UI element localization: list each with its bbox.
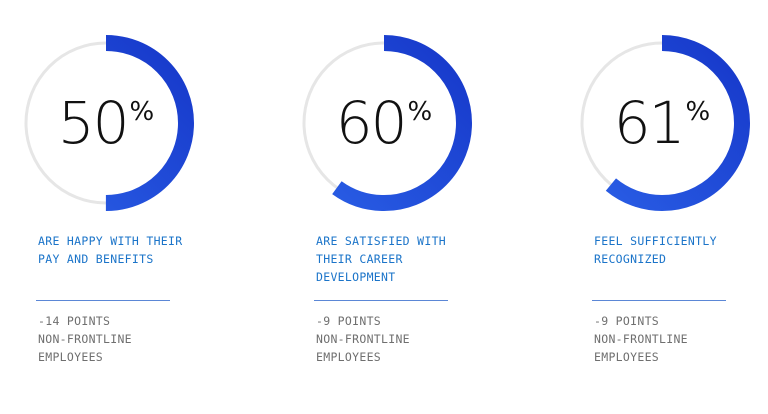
gauge-arc — [574, 35, 750, 211]
stat-comparison: NON-FRONTLINE EMPLOYEES — [316, 332, 410, 364]
stat-change: -14 POINTS — [38, 314, 111, 328]
stat-card-recognition: 61% FEEL SUFFICIENTLY RECOGNIZED -9 POIN… — [556, 0, 768, 414]
divider — [592, 300, 726, 301]
donut-gauge — [294, 33, 474, 213]
stat-description: ARE SATISFIED WITH THEIR CAREER DEVELOPM… — [316, 234, 447, 284]
gauge-arc — [296, 35, 472, 211]
stat-comparison: NON-FRONTLINE EMPLOYEES — [38, 332, 132, 364]
stat-card-career-development: 60% ARE SATISFIED WITH THEIR CAREER DEVE… — [278, 0, 534, 414]
stat-description: ARE HAPPY WITH THEIR PAY AND BENEFITS — [38, 234, 183, 266]
stat-footnote: -9 POINTS NON-FRONTLINE EMPLOYEES — [594, 312, 768, 366]
stat-description: FEEL SUFFICIENTLY RECOGNIZED — [594, 234, 717, 266]
stat-change: -9 POINTS — [594, 314, 660, 328]
stat-footnote: -14 POINTS NON-FRONTLINE EMPLOYEES — [38, 312, 238, 366]
stat-change: -9 POINTS — [316, 314, 382, 328]
donut-gauge — [572, 33, 752, 213]
stat-card-pay-benefits: 50% ARE HAPPY WITH THEIR PAY AND BENEFIT… — [0, 0, 256, 414]
donut-gauge — [16, 33, 196, 213]
stat-comparison: NON-FRONTLINE EMPLOYEES — [594, 332, 688, 364]
stat-footnote: -9 POINTS NON-FRONTLINE EMPLOYEES — [316, 312, 516, 366]
divider — [314, 300, 448, 301]
divider — [36, 300, 170, 301]
gauge-arc — [18, 35, 194, 211]
